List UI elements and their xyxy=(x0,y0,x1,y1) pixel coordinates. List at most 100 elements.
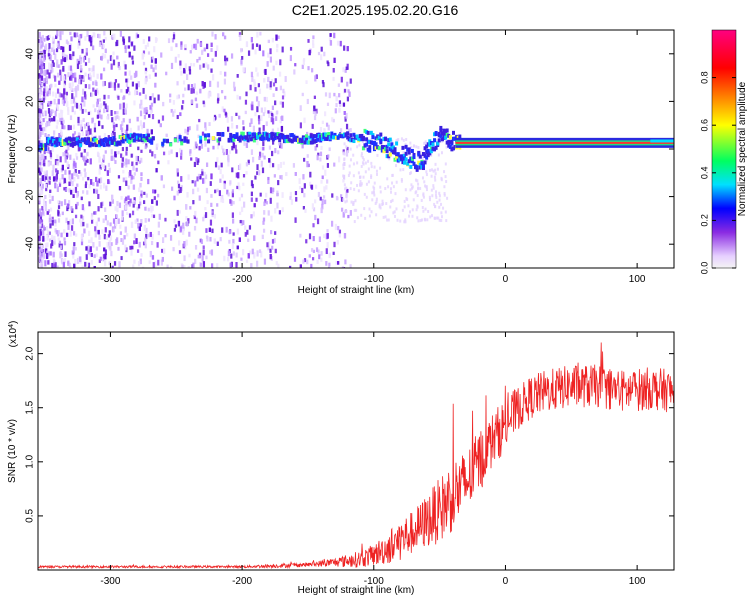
heatmap-cell xyxy=(58,113,61,119)
heatmap-cell xyxy=(120,138,124,143)
heatmap-cell xyxy=(344,259,347,265)
heatmap-cell xyxy=(324,169,327,176)
heatmap-cell xyxy=(443,185,446,189)
heatmap-cell xyxy=(199,42,203,47)
heatmap-cell xyxy=(250,118,253,125)
heatmap-cell xyxy=(38,256,41,263)
heatmap-cell xyxy=(379,132,383,137)
heatmap-cell xyxy=(140,138,144,143)
heatmap-cell xyxy=(110,149,113,155)
heatmap-cell xyxy=(182,226,185,231)
heatmap-cell xyxy=(67,72,70,78)
heatmap-cell xyxy=(63,229,66,234)
heatmap-cell xyxy=(239,34,242,41)
heatmap-cell xyxy=(242,67,245,73)
heatmap-cell xyxy=(443,193,446,197)
heatmap-cell xyxy=(211,31,214,37)
x-tick-label: -300 xyxy=(100,274,120,285)
heatmap-cell xyxy=(88,239,91,244)
heatmap-cell xyxy=(120,89,123,93)
heatmap-cell xyxy=(90,259,93,265)
heatmap-cell xyxy=(102,44,105,48)
heatmap-cell xyxy=(270,117,273,123)
snr-panel: -300 -200 -100 0 100 0.51.01.52.0 Height of … xyxy=(7,321,675,596)
heatmap-cell xyxy=(79,58,83,65)
heatmap-cell xyxy=(109,136,113,141)
heatmap-cell xyxy=(38,167,41,173)
heatmap-cell xyxy=(41,244,45,248)
heatmap-cell xyxy=(435,139,438,143)
heatmap-cell xyxy=(113,141,117,146)
heatmap-cell xyxy=(232,238,235,244)
heatmap-cell xyxy=(131,245,134,250)
heatmap-cell xyxy=(421,166,425,171)
heatmap-cell xyxy=(316,137,320,142)
heatmap-cell xyxy=(55,230,58,235)
heatmap-cell xyxy=(85,47,88,53)
heatmap-cell xyxy=(106,116,109,120)
heatmap-cell xyxy=(203,214,207,219)
heatmap-cell xyxy=(214,189,217,194)
heatmap-cell xyxy=(279,134,283,139)
y-axis-label-1: Frequency (Hz) xyxy=(7,115,18,184)
heatmap-cell xyxy=(43,81,46,86)
heatmap-cell xyxy=(400,137,403,141)
heatmap-cell xyxy=(201,171,204,176)
heatmap-cell xyxy=(127,159,130,165)
heatmap-cell xyxy=(58,242,61,248)
heatmap-cell xyxy=(40,127,43,131)
heatmap-cell xyxy=(206,43,209,50)
heatmap-cell xyxy=(391,198,394,202)
heatmap-cell xyxy=(69,115,73,121)
heatmap-cell xyxy=(435,190,438,194)
heatmap-cell xyxy=(238,138,242,143)
heatmap-cell xyxy=(83,91,87,98)
heatmap-cell xyxy=(117,61,120,68)
heatmap-cell xyxy=(365,137,369,142)
heatmap-cell xyxy=(47,260,50,265)
heatmap-cell xyxy=(279,175,282,179)
heatmap-cell xyxy=(429,146,433,151)
heatmap-cell xyxy=(246,229,249,235)
heatmap-cell xyxy=(267,176,270,181)
heatmap-cell xyxy=(122,161,125,166)
heatmap-cell xyxy=(421,206,424,210)
heatmap-cell xyxy=(437,131,441,136)
heatmap-cell xyxy=(44,205,47,212)
heatmap-cell xyxy=(444,175,447,179)
heatmap-cell xyxy=(102,257,105,262)
heatmap-cell xyxy=(104,227,107,233)
heatmap-cell xyxy=(188,126,191,131)
heatmap-cell xyxy=(177,220,181,227)
heatmap-cell xyxy=(370,138,373,142)
heatmap-cell xyxy=(315,247,319,252)
heatmap-cell xyxy=(403,220,406,224)
heatmap-cell xyxy=(180,176,183,182)
heatmap-cell xyxy=(196,38,199,44)
heatmap-cell xyxy=(368,145,372,150)
heatmap-cell xyxy=(142,241,146,246)
heatmap-cell xyxy=(330,131,334,136)
heatmap-cell xyxy=(289,138,293,143)
heatmap-cell xyxy=(168,150,171,156)
heatmap-cell xyxy=(54,228,57,233)
heatmap-cell xyxy=(61,123,64,130)
heatmap-cell xyxy=(347,214,350,219)
heatmap-cell xyxy=(41,42,44,47)
heatmap-cell xyxy=(96,267,99,268)
heatmap-cell xyxy=(42,111,46,116)
heatmap-cell xyxy=(303,136,307,141)
heatmap-cell xyxy=(216,188,219,193)
heatmap-cell xyxy=(233,86,236,92)
heatmap-cell xyxy=(39,77,42,84)
heatmap-cell xyxy=(205,187,209,194)
heatmap-cell xyxy=(334,108,337,114)
heatmap-cell xyxy=(71,142,75,147)
heatmap-cell xyxy=(51,220,54,226)
y-axis-label-2: SNR (10 * v/v) xyxy=(7,419,18,483)
heatmap-cell xyxy=(154,58,157,64)
heatmap-cell xyxy=(86,152,89,157)
heatmap-cell xyxy=(399,168,402,172)
heatmap-cell xyxy=(38,197,41,203)
heatmap-cell xyxy=(404,151,408,156)
